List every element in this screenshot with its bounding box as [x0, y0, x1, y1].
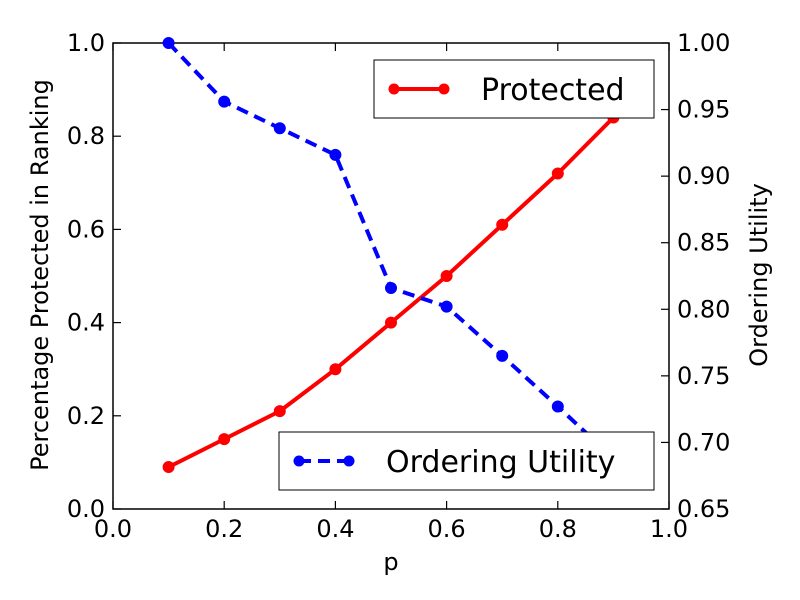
data-point-ordering-utility	[218, 95, 231, 108]
data-point-protected	[496, 218, 509, 231]
y-right-tick-label: 0.75	[677, 362, 730, 390]
legend-marker-ordering-utility	[343, 455, 355, 467]
y-left-tick-label: 0.0	[67, 495, 105, 523]
y-right-tick-label: 0.85	[677, 229, 730, 257]
x-tick-label: 0.2	[205, 515, 243, 543]
y-right-tick-label: 0.70	[677, 428, 730, 456]
y-left-axis-label: Percentage Protected in Ranking	[26, 79, 54, 471]
x-tick-label: 1.0	[650, 515, 688, 543]
y-right-tick-label: 0.95	[677, 96, 730, 124]
y-left-tick-label: 0.2	[67, 402, 105, 430]
x-tick-label: 0.0	[94, 515, 132, 543]
y-right-tick-label: 0.90	[677, 162, 730, 190]
legend-marker-protected	[388, 83, 400, 95]
x-tick-label: 0.6	[428, 515, 466, 543]
plot-frame	[112, 42, 670, 510]
x-tick-label: 0.8	[539, 515, 577, 543]
data-point-protected	[440, 270, 453, 282]
legend-marker-protected	[438, 83, 450, 95]
data-point-ordering-utility	[329, 148, 342, 161]
legend-marker-ordering-utility	[293, 455, 305, 467]
data-point-protected	[385, 316, 397, 329]
data-point-protected	[273, 405, 286, 418]
data-point-ordering-utility	[385, 281, 397, 294]
x-tick-label: 0.4	[316, 515, 354, 543]
data-point-ordering-utility	[496, 349, 509, 362]
data-point-protected	[329, 363, 342, 376]
y-left-tick-label: 0.8	[67, 122, 105, 150]
legend-box-protected	[373, 59, 655, 119]
data-point-ordering-utility	[440, 300, 453, 313]
y-left-tick-label: 0.6	[67, 215, 105, 243]
x-axis-label: p	[383, 548, 398, 576]
y-right-tick-label: 0.80	[677, 295, 730, 323]
y-right-tick-label: 1.00	[677, 29, 730, 57]
plot-area: 0.0 0.2 0.4 0.6 0.8 1.00.00.20.40.60.81.00.65…	[67, 29, 731, 543]
legend-label-ordering-utility: Ordering Utility	[386, 445, 615, 480]
y-left-tick-label: 1.0	[67, 29, 105, 57]
data-point-ordering-utility	[551, 400, 564, 413]
data-point-ordering-utility	[273, 122, 286, 135]
y-right-tick-label: 0.65	[677, 495, 730, 523]
data-point-protected	[551, 167, 564, 180]
data-point-protected	[218, 433, 231, 446]
y-left-tick-label: 0.4	[67, 309, 105, 337]
y-right-axis-label: Ordering Utility	[745, 183, 773, 367]
data-point-ordering-utility	[162, 37, 175, 49]
legend-label-protected: Protected	[481, 73, 625, 108]
data-point-protected	[162, 461, 175, 474]
